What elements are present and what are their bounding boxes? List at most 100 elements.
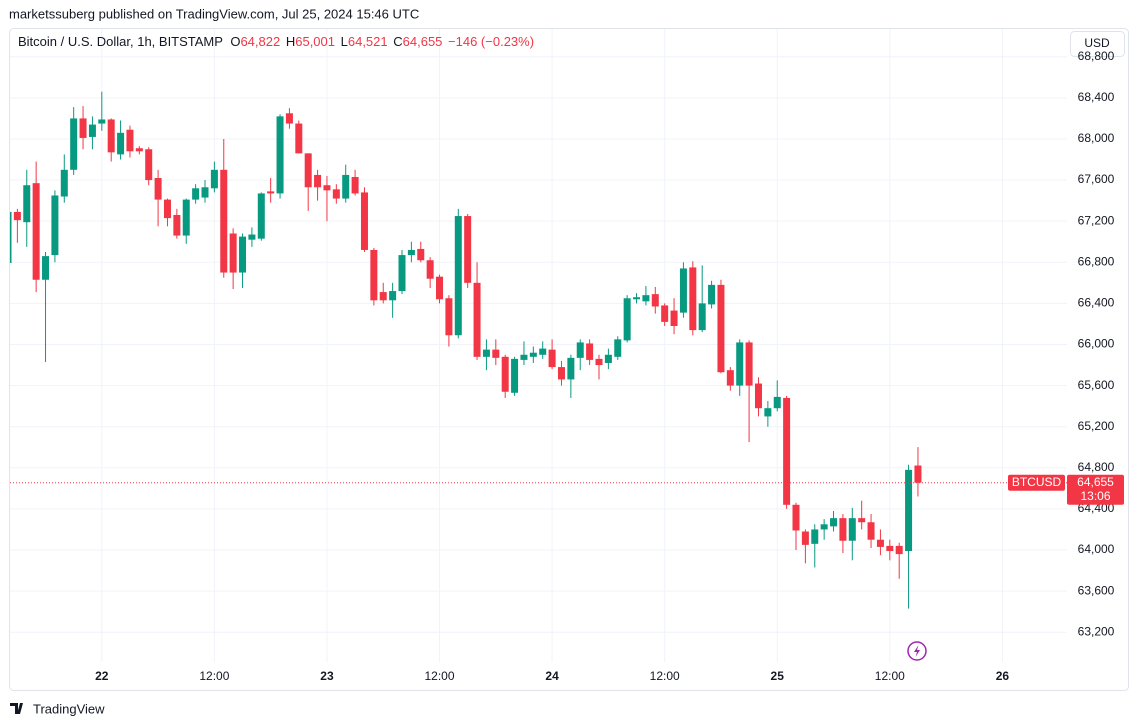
candle-body	[42, 256, 50, 280]
ohlc-key: C	[393, 34, 402, 49]
y-tick-label: 68,000	[1078, 131, 1115, 145]
y-tick-label: 63,200	[1078, 624, 1115, 638]
candle-body	[595, 358, 603, 366]
candle-body	[426, 260, 434, 279]
candle-body	[689, 267, 697, 331]
candle-body	[698, 303, 706, 331]
y-tick-label: 66,000	[1078, 337, 1115, 351]
change: −146 (−0.23%)	[448, 34, 534, 49]
candle-body	[342, 174, 350, 199]
currency-label[interactable]: USD	[1084, 36, 1110, 50]
candle-body	[389, 291, 397, 301]
candle-body	[539, 348, 547, 355]
candle-body	[754, 383, 762, 409]
candle-body	[473, 282, 481, 357]
published-note: marketssuberg published on TradingView.c…	[9, 6, 419, 21]
candle-body	[295, 123, 303, 154]
candle-body	[107, 119, 115, 153]
candle-body	[876, 539, 884, 547]
y-tick-label: 68,800	[1078, 49, 1115, 63]
candle-body	[679, 268, 687, 313]
candle-body	[614, 339, 622, 357]
candle-body	[135, 148, 143, 152]
candle-body	[801, 531, 809, 545]
candle-body	[117, 132, 125, 155]
candle-body	[576, 342, 584, 358]
candle-body	[210, 169, 218, 189]
candle-body	[454, 216, 462, 336]
candle-body	[567, 357, 575, 380]
x-tick-label: 22	[95, 669, 109, 683]
candle-body	[623, 298, 631, 341]
candle-body	[60, 169, 68, 197]
ohlc-key: H	[286, 34, 295, 49]
lightning-icon[interactable]	[907, 641, 927, 661]
y-tick-label: 65,600	[1078, 378, 1115, 392]
currency-button[interactable]	[1070, 31, 1125, 57]
candle-body	[905, 469, 913, 552]
candle-body	[182, 199, 190, 236]
y-tick-label: 64,000	[1078, 542, 1115, 556]
candle-body	[501, 356, 509, 392]
candle-body	[661, 305, 669, 322]
ohlc-key: L	[341, 34, 348, 49]
ohlc-value: 64,822	[240, 34, 280, 49]
candle-body	[70, 118, 78, 170]
candle-body	[830, 518, 838, 527]
candle-body	[914, 465, 922, 483]
candle-body	[314, 174, 322, 188]
candle-body	[745, 342, 753, 386]
candle-body	[670, 310, 678, 326]
candle-body	[895, 545, 903, 555]
candle-body	[23, 185, 31, 223]
symbol-legend: Bitcoin / U.S. Dollar, 1h, BITSTAMP O64,…	[18, 34, 534, 49]
x-tick-label: 25	[771, 669, 785, 683]
candle-body	[642, 295, 650, 302]
candle-body	[407, 249, 415, 256]
x-tick-label: 26	[996, 669, 1010, 683]
ohlc-value: 64,521	[348, 34, 388, 49]
candle-body	[520, 354, 528, 360]
candle-body	[323, 185, 331, 191]
y-tick-label: 66,400	[1078, 296, 1115, 310]
candle-body	[351, 176, 359, 194]
x-tick-label: 12:00	[875, 669, 905, 683]
candle-body	[239, 236, 247, 273]
price-tag-bg	[1067, 474, 1124, 505]
candle-body	[586, 343, 594, 360]
countdown: 13:06	[1080, 489, 1110, 503]
ohlc-key: O	[230, 34, 240, 49]
candle-body	[783, 397, 791, 505]
symbol: Bitcoin / U.S. Dollar, 1h, BITSTAMP	[18, 34, 223, 49]
candle-body	[370, 249, 378, 301]
candle-body	[848, 518, 856, 541]
candle-body	[285, 113, 293, 124]
candle-body	[511, 358, 519, 393]
candle-body	[360, 192, 368, 250]
candle-body	[10, 211, 12, 264]
x-tick-label: 23	[320, 669, 334, 683]
candle-body	[736, 342, 744, 386]
candle-body	[304, 153, 312, 188]
candle-body	[51, 195, 59, 256]
candle-body	[229, 233, 237, 273]
candle-body	[792, 504, 800, 531]
candle-body	[726, 370, 734, 386]
y-tick-label: 65,200	[1078, 419, 1115, 433]
candle-body	[557, 367, 565, 380]
candle-body	[773, 396, 781, 409]
y-tick-label: 67,200	[1078, 213, 1115, 227]
candle-body	[858, 518, 866, 523]
candle-body	[248, 234, 256, 240]
candle-body	[126, 129, 134, 152]
candle-body	[276, 116, 284, 194]
brand: TradingView	[33, 701, 105, 716]
candle-body	[482, 349, 490, 357]
candle-body	[332, 189, 340, 199]
candle-body	[811, 529, 819, 544]
candle-body	[464, 216, 472, 283]
y-tick-label: 66,800	[1078, 254, 1115, 268]
candle-body	[163, 199, 171, 219]
price-tag: 64,655	[1077, 475, 1114, 489]
